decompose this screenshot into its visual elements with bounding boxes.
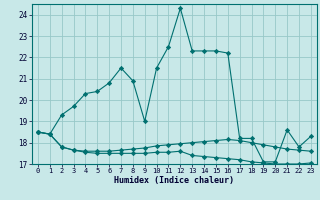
- X-axis label: Humidex (Indice chaleur): Humidex (Indice chaleur): [115, 176, 234, 185]
